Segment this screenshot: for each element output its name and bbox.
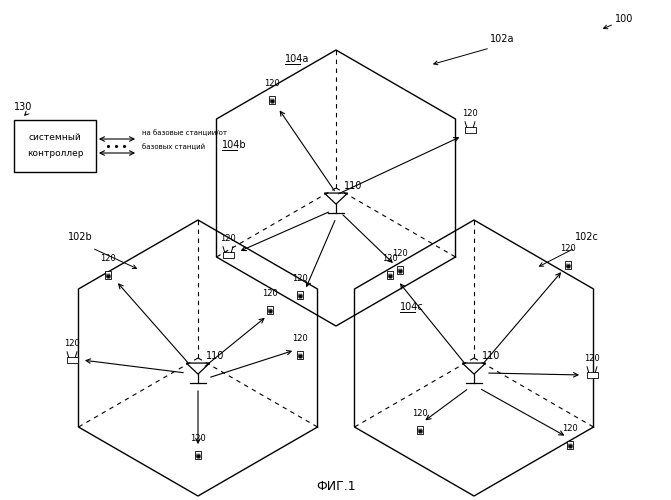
- Bar: [397, 266, 403, 274]
- Bar: [297, 351, 303, 359]
- Bar: [297, 291, 303, 299]
- Bar: [268, 309, 272, 312]
- Text: 120: 120: [562, 424, 578, 433]
- Text: 104a: 104a: [285, 54, 309, 64]
- Text: 110: 110: [206, 351, 224, 361]
- Bar: [298, 294, 302, 297]
- Text: на базовые станции/от: на базовые станции/от: [142, 129, 227, 136]
- Bar: [223, 252, 234, 258]
- Text: 110: 110: [482, 351, 501, 361]
- Bar: [269, 96, 274, 104]
- Text: 100: 100: [615, 14, 633, 24]
- Text: 120: 120: [262, 289, 278, 298]
- Bar: [567, 441, 573, 449]
- Text: 120: 120: [382, 254, 398, 263]
- Text: 120: 120: [100, 254, 116, 263]
- Text: 120: 120: [462, 109, 478, 118]
- Bar: [418, 429, 422, 432]
- Text: 120: 120: [412, 409, 428, 418]
- Bar: [14, 120, 96, 172]
- Bar: [566, 264, 570, 267]
- Bar: [388, 274, 392, 277]
- Text: 102b: 102b: [68, 232, 93, 242]
- Bar: [105, 271, 111, 279]
- Text: 120: 120: [584, 354, 600, 363]
- Text: 104b: 104b: [222, 140, 247, 150]
- Text: 102a: 102a: [490, 34, 515, 44]
- Text: 130: 130: [14, 102, 32, 112]
- Bar: [568, 444, 572, 447]
- Text: 120: 120: [292, 274, 308, 283]
- Bar: [106, 274, 110, 277]
- Text: системный: системный: [29, 134, 81, 142]
- Bar: [398, 269, 402, 272]
- Bar: [586, 372, 597, 378]
- Bar: [270, 99, 274, 102]
- Bar: [464, 127, 476, 132]
- Text: 110: 110: [344, 181, 362, 191]
- Text: 120: 120: [64, 339, 80, 348]
- Bar: [267, 306, 272, 314]
- Text: 120: 120: [264, 79, 280, 88]
- Bar: [66, 357, 77, 363]
- Text: контроллер: контроллер: [27, 150, 83, 158]
- Bar: [417, 426, 423, 434]
- Text: базовых станций: базовых станций: [142, 143, 205, 150]
- Text: ФИГ.1: ФИГ.1: [316, 480, 356, 494]
- Text: 120: 120: [560, 244, 576, 253]
- Text: 102c: 102c: [575, 232, 599, 242]
- Bar: [298, 354, 302, 357]
- Text: 120: 120: [292, 334, 308, 343]
- Bar: [387, 271, 393, 279]
- Bar: [195, 451, 201, 459]
- Text: 120: 120: [190, 434, 206, 443]
- Bar: [196, 454, 200, 457]
- Text: 120: 120: [392, 249, 408, 258]
- Bar: [565, 261, 571, 269]
- Text: 104c: 104c: [400, 302, 424, 312]
- Text: 120: 120: [220, 234, 236, 243]
